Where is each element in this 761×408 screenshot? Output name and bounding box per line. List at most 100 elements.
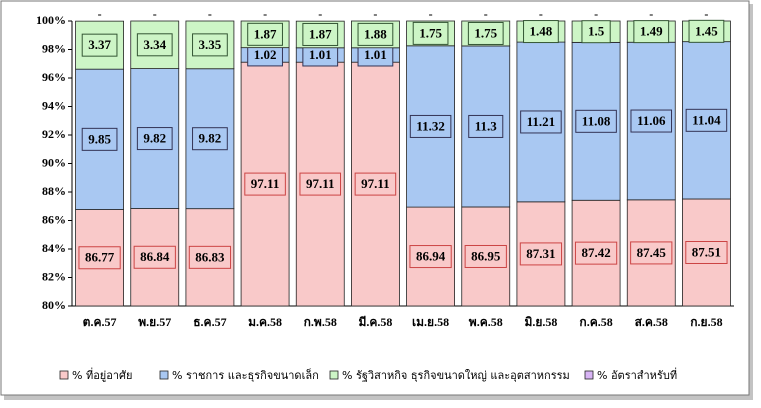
value-label-box xyxy=(523,20,559,44)
value-label: - xyxy=(594,7,598,21)
value-label: 11.32 xyxy=(416,118,445,133)
value-label-box xyxy=(575,109,617,133)
value-label-box xyxy=(688,19,725,43)
value-label: 11.04 xyxy=(692,112,721,127)
legend-label: % ที่อยู่อาศัย xyxy=(72,367,132,382)
value-label-box xyxy=(581,20,611,44)
value-label: - xyxy=(373,7,377,21)
value-label: 86.95 xyxy=(471,248,501,263)
value-label: 1.75 xyxy=(474,25,497,40)
legend-swatch xyxy=(59,370,69,380)
value-label: 86.83 xyxy=(195,249,225,264)
value-label-box xyxy=(81,127,118,151)
value-label: 1.87 xyxy=(309,26,332,41)
value-label: 1.45 xyxy=(695,23,718,38)
x-tick-label: ม.ค.58 xyxy=(248,315,282,329)
value-label: 11.3 xyxy=(475,118,498,133)
legend-swatch xyxy=(329,370,339,380)
value-label: - xyxy=(153,7,157,21)
value-label-box xyxy=(192,127,228,151)
legend-label: % รัฐวิสาหกิจ ธุรกิจขนาดใหญ่ และอุตสาหกร… xyxy=(342,369,570,382)
value-label: 86.77 xyxy=(85,250,115,265)
value-label: - xyxy=(98,7,102,21)
y-tick-label: 94% xyxy=(42,98,66,112)
value-label: 1.48 xyxy=(530,24,553,39)
value-label-box xyxy=(133,245,176,269)
value-label: 1.01 xyxy=(364,47,387,62)
value-label-box xyxy=(136,127,173,151)
value-label: 97.11 xyxy=(306,176,335,191)
y-tick-label: 90% xyxy=(42,155,66,169)
value-label-box xyxy=(412,21,449,45)
value-label: 3.34 xyxy=(143,37,166,52)
value-label: 1.01 xyxy=(309,47,332,62)
value-label: 1.75 xyxy=(419,25,442,40)
y-tick-label: 80% xyxy=(42,298,66,312)
value-label-box xyxy=(302,22,339,46)
value-label-box xyxy=(357,22,394,46)
value-label: 87.45 xyxy=(637,245,667,260)
x-tick-label: มิ.ย.58 xyxy=(524,315,557,329)
value-label-box xyxy=(409,114,452,138)
value-label-box xyxy=(464,244,507,268)
value-label: 1.5 xyxy=(588,24,605,39)
value-label: 86.84 xyxy=(140,249,170,264)
legend-label: % อัตราสำหรับที่ xyxy=(597,367,677,382)
x-tick-label: พ.ย.57 xyxy=(138,315,171,329)
value-label: 97.11 xyxy=(251,176,280,191)
value-label-box xyxy=(78,246,121,270)
value-label: 97.11 xyxy=(361,176,390,191)
legend-swatch xyxy=(584,370,594,380)
value-label-box xyxy=(630,109,673,133)
value-label: - xyxy=(704,7,708,21)
value-label-box xyxy=(520,110,562,134)
x-tick-label: ก.ค.58 xyxy=(579,315,612,329)
y-tick-label: 100% xyxy=(36,13,66,27)
value-label-box xyxy=(467,21,504,45)
x-tick-label: เม.ย.58 xyxy=(412,315,449,329)
value-label: 86.94 xyxy=(416,249,446,264)
value-label-box xyxy=(244,172,286,196)
value-label: 87.51 xyxy=(692,244,721,259)
value-label-box xyxy=(685,108,728,132)
y-tick-label: 98% xyxy=(42,41,66,55)
value-label-box xyxy=(188,245,232,269)
value-label: 1.49 xyxy=(640,24,663,39)
y-tick-label: 86% xyxy=(42,212,66,226)
value-label: 3.37 xyxy=(88,37,111,52)
x-tick-label: ต.ค.57 xyxy=(83,315,117,329)
value-label: - xyxy=(649,7,653,21)
value-label-box xyxy=(409,245,452,269)
value-label: 3.35 xyxy=(199,37,222,52)
value-label-box xyxy=(299,172,342,196)
value-label: 9.85 xyxy=(88,131,111,146)
legend-label: % ราชการ และธุรกิจขนาดเล็ก xyxy=(172,368,319,382)
value-label: - xyxy=(429,7,433,21)
value-label: - xyxy=(263,7,267,21)
value-label: - xyxy=(318,7,322,21)
value-label: 87.31 xyxy=(526,246,555,261)
value-label: 11.06 xyxy=(637,113,666,128)
y-tick-label: 96% xyxy=(42,70,66,84)
y-tick-label: 84% xyxy=(42,241,66,255)
value-label-box xyxy=(247,22,283,46)
value-label: 9.82 xyxy=(199,131,222,146)
value-label: 11.21 xyxy=(527,114,556,129)
value-label: 1.87 xyxy=(254,26,277,41)
y-tick-label: 82% xyxy=(42,269,66,283)
x-tick-label: ธ.ค.57 xyxy=(193,315,226,329)
value-label: 11.08 xyxy=(582,113,611,128)
value-label-box xyxy=(354,172,397,196)
legend-swatch xyxy=(159,370,169,380)
value-label-box xyxy=(192,33,228,57)
value-label-box xyxy=(81,33,118,57)
value-label-box xyxy=(630,241,673,265)
value-label: 1.02 xyxy=(254,47,277,62)
x-tick-label: ก.ย.58 xyxy=(690,315,722,329)
x-tick-label: พ.ค.58 xyxy=(469,315,503,329)
value-label-box xyxy=(136,33,173,57)
value-label-box xyxy=(468,114,504,138)
y-tick-label: 92% xyxy=(42,127,66,141)
value-label: 87.42 xyxy=(581,245,610,260)
